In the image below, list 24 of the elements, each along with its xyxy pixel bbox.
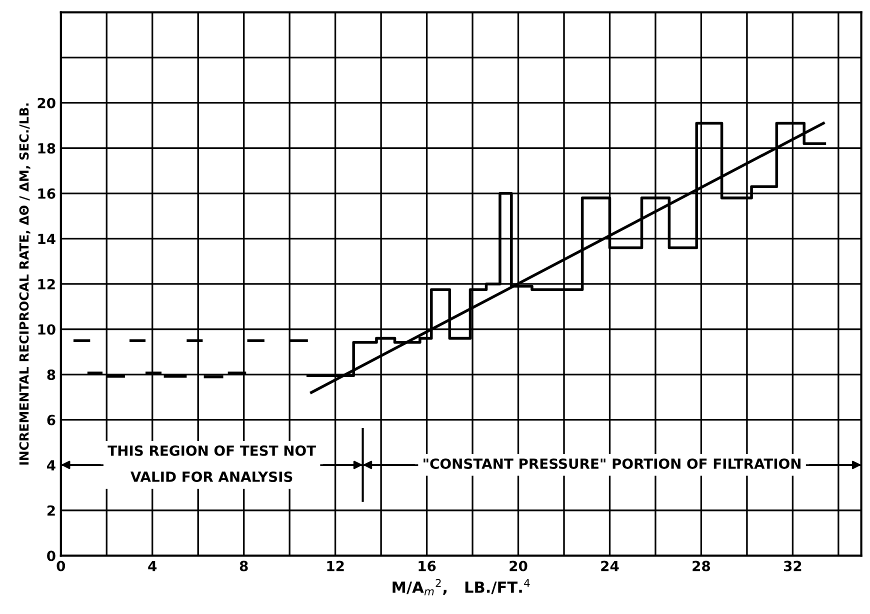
y-tick-label: 2: [47, 505, 55, 516]
y-tick-label: 0: [47, 550, 56, 562]
annotation: "CONSTANT PRESSURE" PORTION OF FILTRATION: [424, 458, 800, 469]
x-axis-title: M/A$_{m}$$^{2}$, LB./FT.$^{4}$: [392, 578, 530, 596]
x-tick-label: 16: [418, 560, 436, 572]
y-tick-label: 12: [38, 278, 55, 290]
x-tick-label: 0: [56, 560, 66, 572]
y-axis-title: INCREMENTAL RECIPROCAL RATE, ΔΘ / ΔM, SEC./LB.: [19, 103, 30, 465]
y-tick-label: 8: [47, 370, 56, 380]
x-tick-label: 8: [240, 560, 248, 572]
y-tick-label: 4: [47, 460, 56, 470]
x-tick-label: 12: [327, 560, 344, 572]
x-tick-label: 28: [692, 560, 710, 572]
x-tick-label: 4: [148, 560, 157, 572]
y-tick-label: 16: [38, 188, 56, 199]
annotation: THIS REGION OF TEST NOT VALID FOR ANALYSIS: [108, 445, 316, 482]
y-tick-label: 14: [38, 234, 56, 244]
x-tick-label: 20: [510, 560, 528, 572]
y-tick-label: 6: [47, 414, 56, 426]
x-tick-label: 32: [784, 560, 802, 572]
y-tick-label: 20: [38, 98, 56, 108]
x-tick-label: 24: [601, 560, 619, 572]
y-tick-label: 18: [38, 143, 56, 154]
y-tick-label: 10: [38, 324, 56, 335]
